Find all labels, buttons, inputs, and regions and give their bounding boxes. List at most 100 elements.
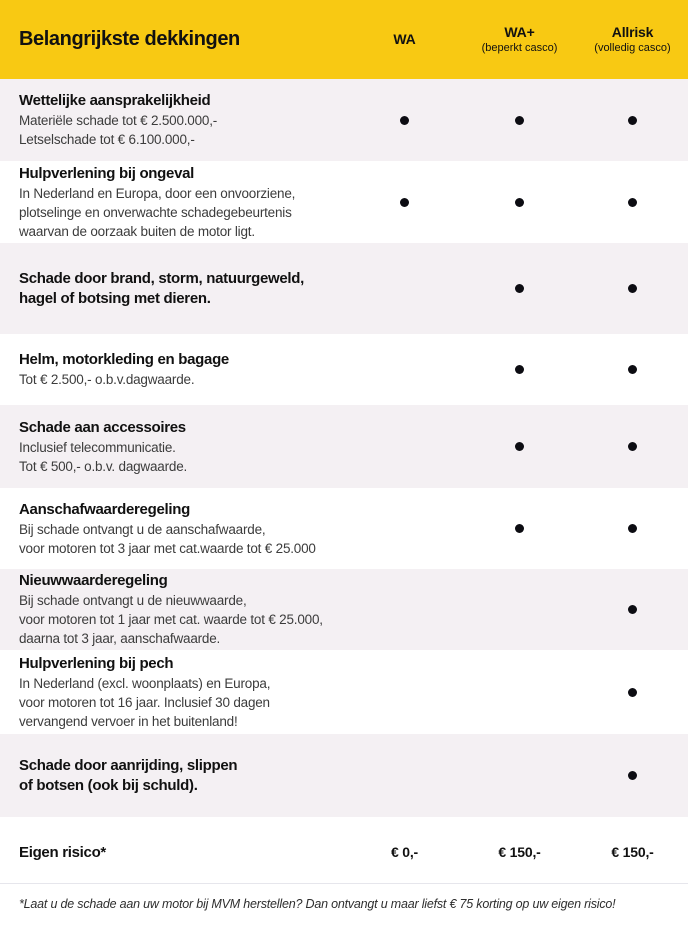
- coverage-row: Schade door aanrijding, slippen of botsen…: [0, 734, 688, 817]
- row-title-line: Hulpverlening bij ongeval: [19, 164, 195, 182]
- column-header-wa-plus: WA+ (beperkt casco): [462, 24, 577, 55]
- row-text: Hulpverlening bij pech In Nederland (exc…: [0, 650, 347, 734]
- coverage-dot: [515, 284, 524, 293]
- wa-plus-cell: [462, 650, 577, 734]
- wa-cell: [347, 650, 462, 734]
- coverage-dot: [628, 365, 637, 374]
- allrisk-cell: [577, 734, 688, 817]
- coverage-row: Schade door brand, storm, natuurgeweld, h…: [0, 243, 688, 334]
- wa-cell: [347, 488, 462, 569]
- table-header: Belangrijkste dekkingen WA WA+ (beperkt …: [0, 0, 688, 79]
- coverage-row: Schade aan accessoires Inclusief telecom…: [0, 405, 688, 488]
- row-text: Schade door brand, storm, natuurgeweld, h…: [0, 243, 347, 334]
- wa-plus-cell: [462, 734, 577, 817]
- wa-plus-cell: [462, 79, 577, 161]
- coverage-dot: [400, 115, 409, 125]
- row-text: Aanschafwaarderegeling Bij schade ontvan…: [0, 488, 347, 569]
- coverage-dot: [628, 115, 637, 125]
- row-detail-line: voor motoren tot 1 jaar met cat. waarde …: [19, 612, 323, 627]
- coverage-dot: [628, 524, 637, 533]
- coverage-dot: [515, 115, 524, 125]
- column-label: WA: [393, 31, 416, 48]
- wa-cell: [347, 334, 462, 405]
- column-label: WA+: [504, 24, 535, 41]
- allrisk-cell: [577, 488, 688, 569]
- coverage-dot: [628, 687, 637, 697]
- coverage-dot: [628, 605, 637, 614]
- row-lines: Bij schade ontvangt u de aanschafwaarde,…: [19, 520, 341, 558]
- coverage-dot: [515, 442, 524, 451]
- coverage-dot: [628, 442, 637, 451]
- row-title: Nieuwwaarderegeling: [19, 571, 341, 591]
- row-title-line: Nieuwwaarderegeling: [19, 572, 168, 589]
- row-detail-line: voor motoren tot 3 jaar met cat.waarde t…: [19, 540, 316, 556]
- row-title-line: hagel of botsing met dieren.: [19, 289, 211, 307]
- row-detail-line: Materiële schade tot € 2.500.000,-: [19, 113, 218, 128]
- coverage-row: Helm, motorkleding en bagage Tot € 2.500…: [0, 334, 688, 405]
- wa-cell: [347, 734, 462, 817]
- eigen-risico-wa-value: € 0,-: [390, 844, 418, 860]
- footer-divider: [0, 883, 688, 884]
- allrisk-cell: [577, 161, 688, 243]
- footnote: *Laat u de schade aan uw motor bij MVM h…: [19, 897, 616, 911]
- row-detail-line: In Nederland en Europa, door een onvoorz…: [19, 185, 296, 201]
- wa-plus-cell: [462, 334, 577, 405]
- eigen-risico-label: Eigen risico*: [19, 843, 106, 861]
- row-detail-line: daarna tot 3 jaar, aanschafwaarde.: [19, 631, 221, 646]
- wa-plus-cell: [462, 569, 577, 650]
- coverage-row: Nieuwwaarderegeling Bij schade ontvangt …: [0, 569, 688, 650]
- wa-cell: [347, 569, 462, 650]
- row-title-line: Aanschafwaarderegeling: [19, 500, 190, 518]
- coverage-row: Wettelijke aansprakelijkheid Materiële s…: [0, 79, 688, 161]
- row-title: Aanschafwaarderegeling: [19, 500, 341, 520]
- row-title: Schade aan accessoires: [19, 418, 341, 438]
- column-sublabel: (beperkt casco): [481, 42, 558, 55]
- row-detail-line: Tot € 500,- o.b.v. dagwaarde.: [19, 458, 188, 474]
- coverage-dot: [628, 771, 637, 780]
- row-detail-line: waarvan de oorzaak buiten de motor ligt.: [19, 223, 255, 239]
- coverage-dot: [628, 197, 637, 207]
- coverage-row: Aanschafwaarderegeling Bij schade ontvan…: [0, 488, 688, 569]
- row-detail-line: Inclusief telecommunicatie.: [19, 439, 176, 455]
- row-detail-line: Tot € 2.500,- o.b.v.dagwaarde.: [19, 372, 195, 387]
- page-title: Belangrijkste dekkingen: [19, 28, 240, 50]
- column-label: Allrisk: [611, 24, 654, 41]
- eigen-risico-wa-plus-value: € 150,-: [498, 844, 541, 860]
- allrisk-cell: [577, 405, 688, 488]
- eigen-risico-allrisk-value: € 150,-: [611, 844, 654, 860]
- row-detail-line: voor motoren tot 16 jaar. Inclusief 30 d…: [19, 694, 270, 710]
- row-title: Hulpverlening bij pech: [19, 654, 341, 674]
- wa-plus-cell: [462, 161, 577, 243]
- column-header-allrisk: Allrisk (volledig casco): [577, 24, 688, 55]
- coverage-table-body: Wettelijke aansprakelijkheid Materiële s…: [0, 79, 688, 817]
- wa-cell: [347, 161, 462, 243]
- row-lines: Materiële schade tot € 2.500.000,- Letsel…: [19, 111, 341, 149]
- row-title-line: of botsen (ook bij schuld).: [19, 776, 198, 794]
- coverage-dot: [515, 197, 524, 207]
- allrisk-cell: [577, 650, 688, 734]
- row-title-line: Schade aan accessoires: [19, 418, 186, 436]
- wa-plus-cell: [462, 243, 577, 334]
- wa-plus-cell: [462, 405, 577, 488]
- row-lines: In Nederland en Europa, door een onvoorz…: [19, 184, 341, 241]
- wa-cell: [347, 405, 462, 488]
- row-detail-line: plotselinge en onverwachte schadegebeurt…: [19, 204, 292, 220]
- row-title-line: Schade door aanrijding, slippen: [19, 756, 238, 774]
- row-title-line: Schade door brand, storm, natuurgeweld,: [19, 269, 305, 287]
- wa-plus-cell: [462, 488, 577, 569]
- row-title: Wettelijke aansprakelijkheid: [19, 91, 341, 111]
- row-text: Wettelijke aansprakelijkheid Materiële s…: [0, 79, 347, 161]
- row-title-line: Helm, motorkleding en bagage: [19, 351, 229, 368]
- row-detail-line: In Nederland (excl. woonplaats) en Europ…: [19, 675, 271, 691]
- row-detail-line: Bij schade ontvangt u de aanschafwaarde,: [19, 521, 266, 537]
- coverage-row: Hulpverlening bij ongeval In Nederland e…: [0, 161, 688, 243]
- row-text: Schade door aanrijding, slippen of botsen…: [0, 734, 347, 817]
- eigen-risico-row: Eigen risico* € 0,- € 150,- € 150,-: [0, 821, 688, 883]
- row-text: Schade aan accessoires Inclusief telecom…: [0, 405, 347, 488]
- row-title-line: Hulpverlening bij pech: [19, 654, 174, 672]
- row-text: Helm, motorkleding en bagage Tot € 2.500…: [0, 334, 347, 405]
- row-title: Helm, motorkleding en bagage: [19, 350, 341, 370]
- wa-cell: [347, 79, 462, 161]
- row-title-line: Wettelijke aansprakelijkheid: [19, 92, 211, 109]
- coverage-dot: [515, 524, 524, 533]
